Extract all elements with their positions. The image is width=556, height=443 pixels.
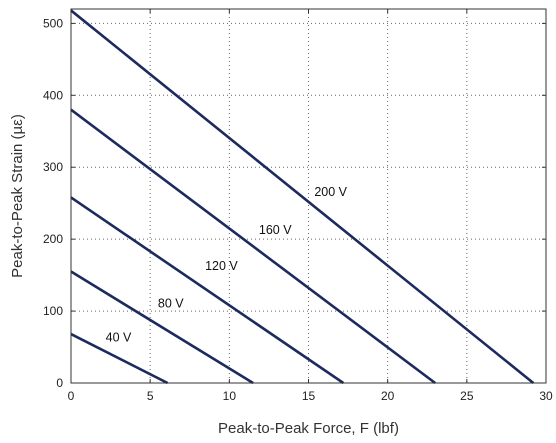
x-tick-label: 30 bbox=[539, 389, 553, 403]
series-lines bbox=[70, 9, 535, 385]
series-label: 40 V bbox=[106, 330, 132, 344]
series-label: 80 V bbox=[158, 296, 184, 310]
series-line-40v bbox=[70, 332, 169, 385]
series-label: 160 V bbox=[259, 223, 292, 237]
y-axis-title: Peak-to-Peak Strain (µε) bbox=[9, 114, 26, 278]
series-line-80v bbox=[70, 270, 254, 385]
series-label: 200 V bbox=[314, 185, 347, 199]
y-tick-label: 100 bbox=[43, 304, 63, 318]
series-line-200v bbox=[70, 9, 535, 385]
series-label: 120 V bbox=[205, 259, 238, 273]
x-tick-label: 0 bbox=[68, 389, 75, 403]
x-tick-label: 15 bbox=[302, 389, 316, 403]
x-tick-label: 10 bbox=[223, 389, 237, 403]
y-tick-label: 200 bbox=[43, 232, 63, 246]
y-tick-label: 400 bbox=[43, 88, 63, 102]
series-line-160v bbox=[70, 108, 436, 385]
x-tick-label: 25 bbox=[460, 389, 474, 403]
series-labels: 40 V 80 V 120 V 160 V 200 V bbox=[106, 185, 348, 344]
series-line-120v bbox=[70, 196, 345, 385]
x-axis-title: Peak-to-Peak Force, F (lbf) bbox=[218, 420, 399, 437]
x-tick-label: 20 bbox=[381, 389, 395, 403]
y-tick-label: 300 bbox=[43, 160, 63, 174]
y-tick-label: 0 bbox=[56, 376, 63, 390]
y-tick-label: 500 bbox=[43, 16, 63, 30]
x-tick-label: 5 bbox=[147, 389, 154, 403]
